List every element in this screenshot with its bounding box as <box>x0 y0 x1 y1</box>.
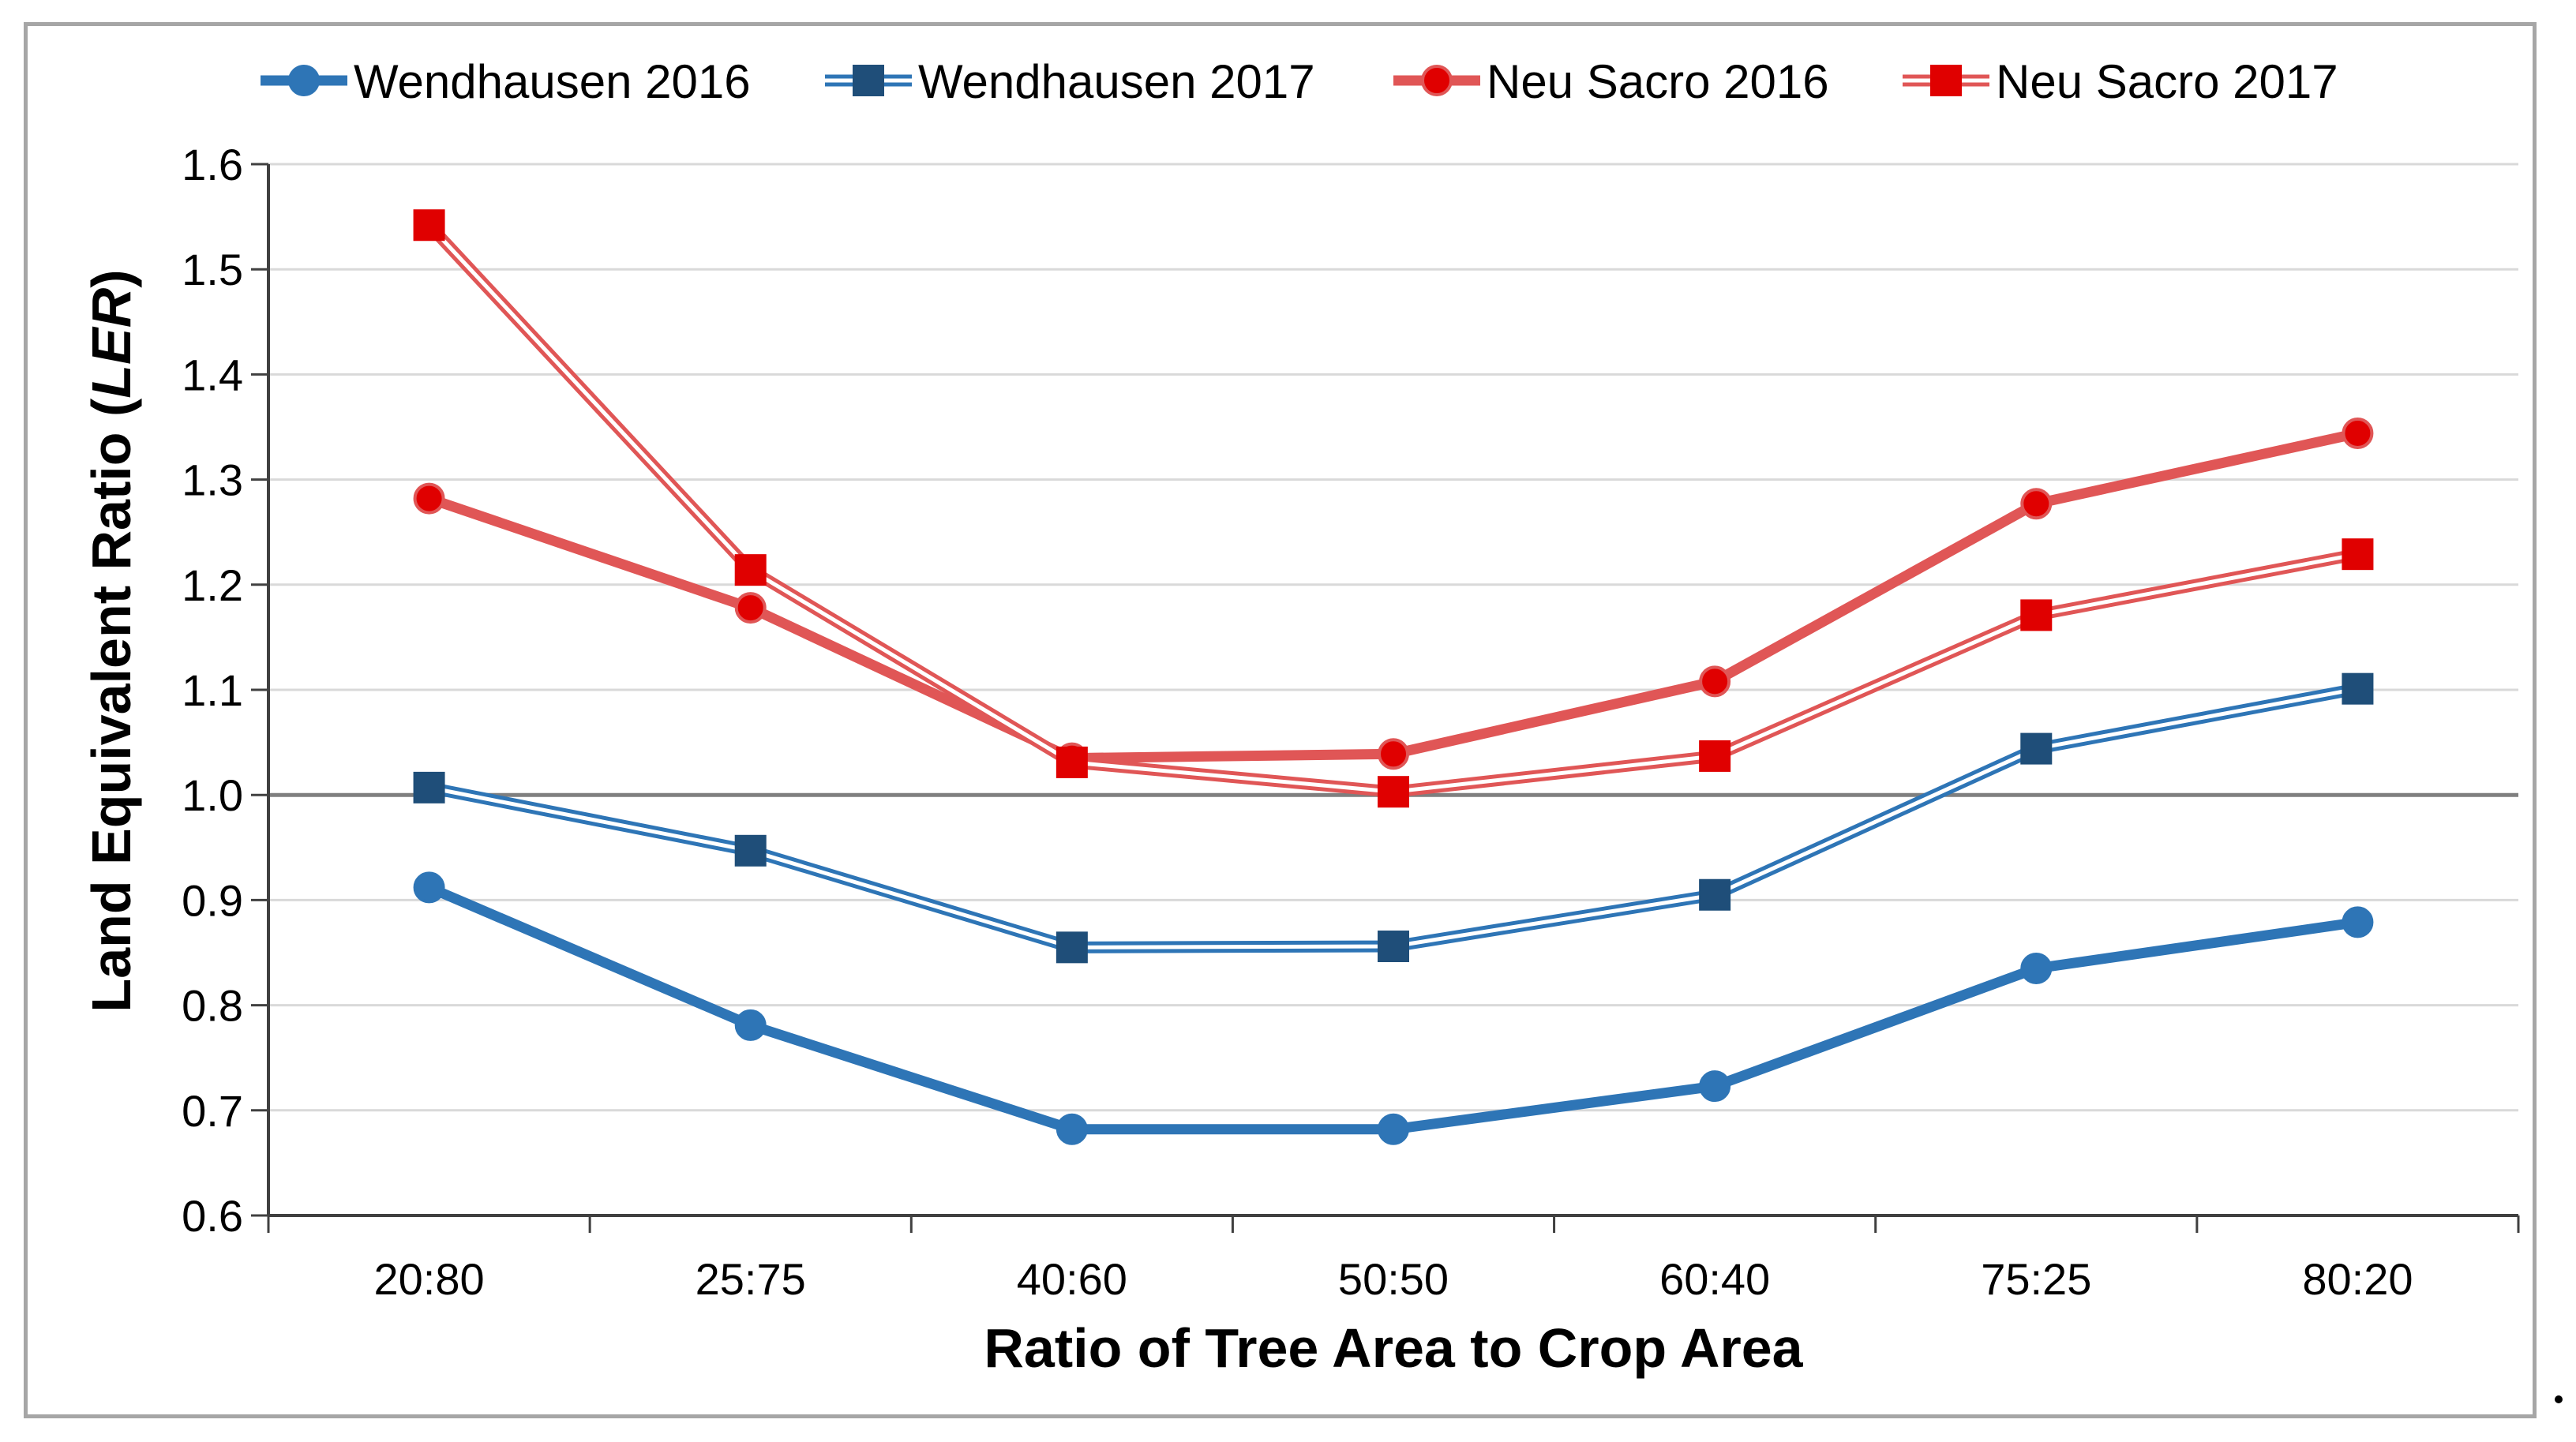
y-tick-label-0: 0.6 <box>182 1191 243 1241</box>
data-point-1-5 <box>2020 732 2053 765</box>
series-3 <box>413 209 2374 808</box>
y-axis-title-close: ) <box>81 269 142 287</box>
x-tick-label-0: 20:80 <box>374 1254 485 1304</box>
x-axis-title: Ratio of Tree Area to Crop Area <box>984 1317 1803 1379</box>
data-point-3-5 <box>2020 599 2053 631</box>
data-point-1-3 <box>1378 931 1409 963</box>
y-axis-title-main: Land Equivalent Ratio ( <box>81 398 142 1013</box>
legend-entry-2: Neu Sacro 2016 <box>1393 55 1829 108</box>
legend-entry-3: Neu Sacro 2017 <box>1903 55 2338 108</box>
legend-label-1: Wendhausen 2017 <box>918 55 1315 108</box>
series-0 <box>413 871 2374 1145</box>
data-point-0-4 <box>1699 1070 1731 1103</box>
data-point-0-5 <box>2020 952 2053 984</box>
data-point-1-6 <box>2342 672 2374 705</box>
data-point-2-6 <box>2342 417 2374 449</box>
data-point-2-5 <box>2020 488 2053 520</box>
data-point-0-2 <box>1056 1113 1088 1145</box>
y-tick-label-4: 1.0 <box>182 770 243 820</box>
legend-label-2: Neu Sacro 2016 <box>1487 55 1829 108</box>
data-point-1-0 <box>413 771 445 803</box>
data-point-0-1 <box>734 1009 767 1041</box>
legend-marker-2 <box>1421 65 1453 96</box>
legend-marker-3 <box>1930 65 1962 96</box>
x-tick-label-5: 75:25 <box>1981 1254 2091 1304</box>
data-point-2-1 <box>734 592 767 624</box>
legend: Wendhausen 2016 Wendhausen 2017 Neu Sacro … <box>261 55 2338 108</box>
y-axis-title-italic: LER <box>81 287 142 398</box>
legend-marker-1 <box>853 65 884 96</box>
data-point-3-6 <box>2342 538 2374 571</box>
data-point-1-4 <box>1699 878 1731 911</box>
y-tick-label-5: 1.1 <box>182 665 243 715</box>
y-tick-label-9: 1.5 <box>182 245 243 294</box>
series-line-inner-1 <box>429 687 2358 949</box>
legend-entry-1: Wendhausen 2017 <box>825 55 1315 108</box>
y-tick-label-3: 0.9 <box>182 875 243 925</box>
data-point-1-2 <box>1056 931 1088 964</box>
data-point-0-6 <box>2342 906 2374 938</box>
data-point-3-0 <box>413 209 445 242</box>
y-tick-label-6: 1.2 <box>182 560 243 610</box>
y-tick-label-7: 1.3 <box>182 455 243 505</box>
data-point-2-4 <box>1699 665 1731 698</box>
data-point-2-3 <box>1378 738 1409 770</box>
series-line-2 <box>427 428 2359 764</box>
series-line-inner-3 <box>427 223 2358 794</box>
x-tick-label-1: 25:75 <box>696 1254 806 1304</box>
x-tick-label-3: 50:50 <box>1338 1254 1449 1304</box>
legend-label-3: Neu Sacro 2017 <box>1996 55 2338 108</box>
legend-entry-0: Wendhausen 2016 <box>261 55 751 108</box>
data-point-0-3 <box>1378 1113 1409 1145</box>
y-tick-label-1: 0.7 <box>182 1086 243 1136</box>
y-tick-label-2: 0.8 <box>182 981 243 1031</box>
data-point-1-1 <box>734 834 767 867</box>
axes: 0.6 0.7 0.8 0.9 1.0 1.1 1.2 1.3 1.4 1.5 1.6 20:80 25… <box>182 140 2520 1304</box>
series-line-3 <box>425 221 2359 798</box>
data-point-2-0 <box>413 482 445 515</box>
x-tick-label-6: 80:20 <box>2302 1254 2413 1304</box>
legend-label-0: Wendhausen 2016 <box>354 55 751 108</box>
chart-frame <box>24 22 2537 1418</box>
series-1 <box>413 672 2374 964</box>
series-2 <box>413 417 2374 774</box>
y-tick-label-10: 1.6 <box>182 140 243 189</box>
data-point-0-0 <box>413 871 445 904</box>
y-tick-label-8: 1.4 <box>182 350 243 399</box>
x-tick-label-2: 40:60 <box>1017 1254 1127 1304</box>
trailing-dot <box>2555 1395 2563 1403</box>
data-point-3-2 <box>1056 746 1088 778</box>
data-point-3-1 <box>734 554 767 586</box>
legend-marker-0 <box>288 65 320 96</box>
series-line-1 <box>428 683 2359 953</box>
series-layer <box>413 209 2374 1145</box>
y-axis-title: Land Equivalent Ratio (LER) <box>81 269 142 1012</box>
series-line-0 <box>427 882 2359 1135</box>
data-point-3-4 <box>1699 740 1731 772</box>
x-tick-label-4: 60:40 <box>1659 1254 1770 1304</box>
data-point-3-3 <box>1378 776 1409 808</box>
